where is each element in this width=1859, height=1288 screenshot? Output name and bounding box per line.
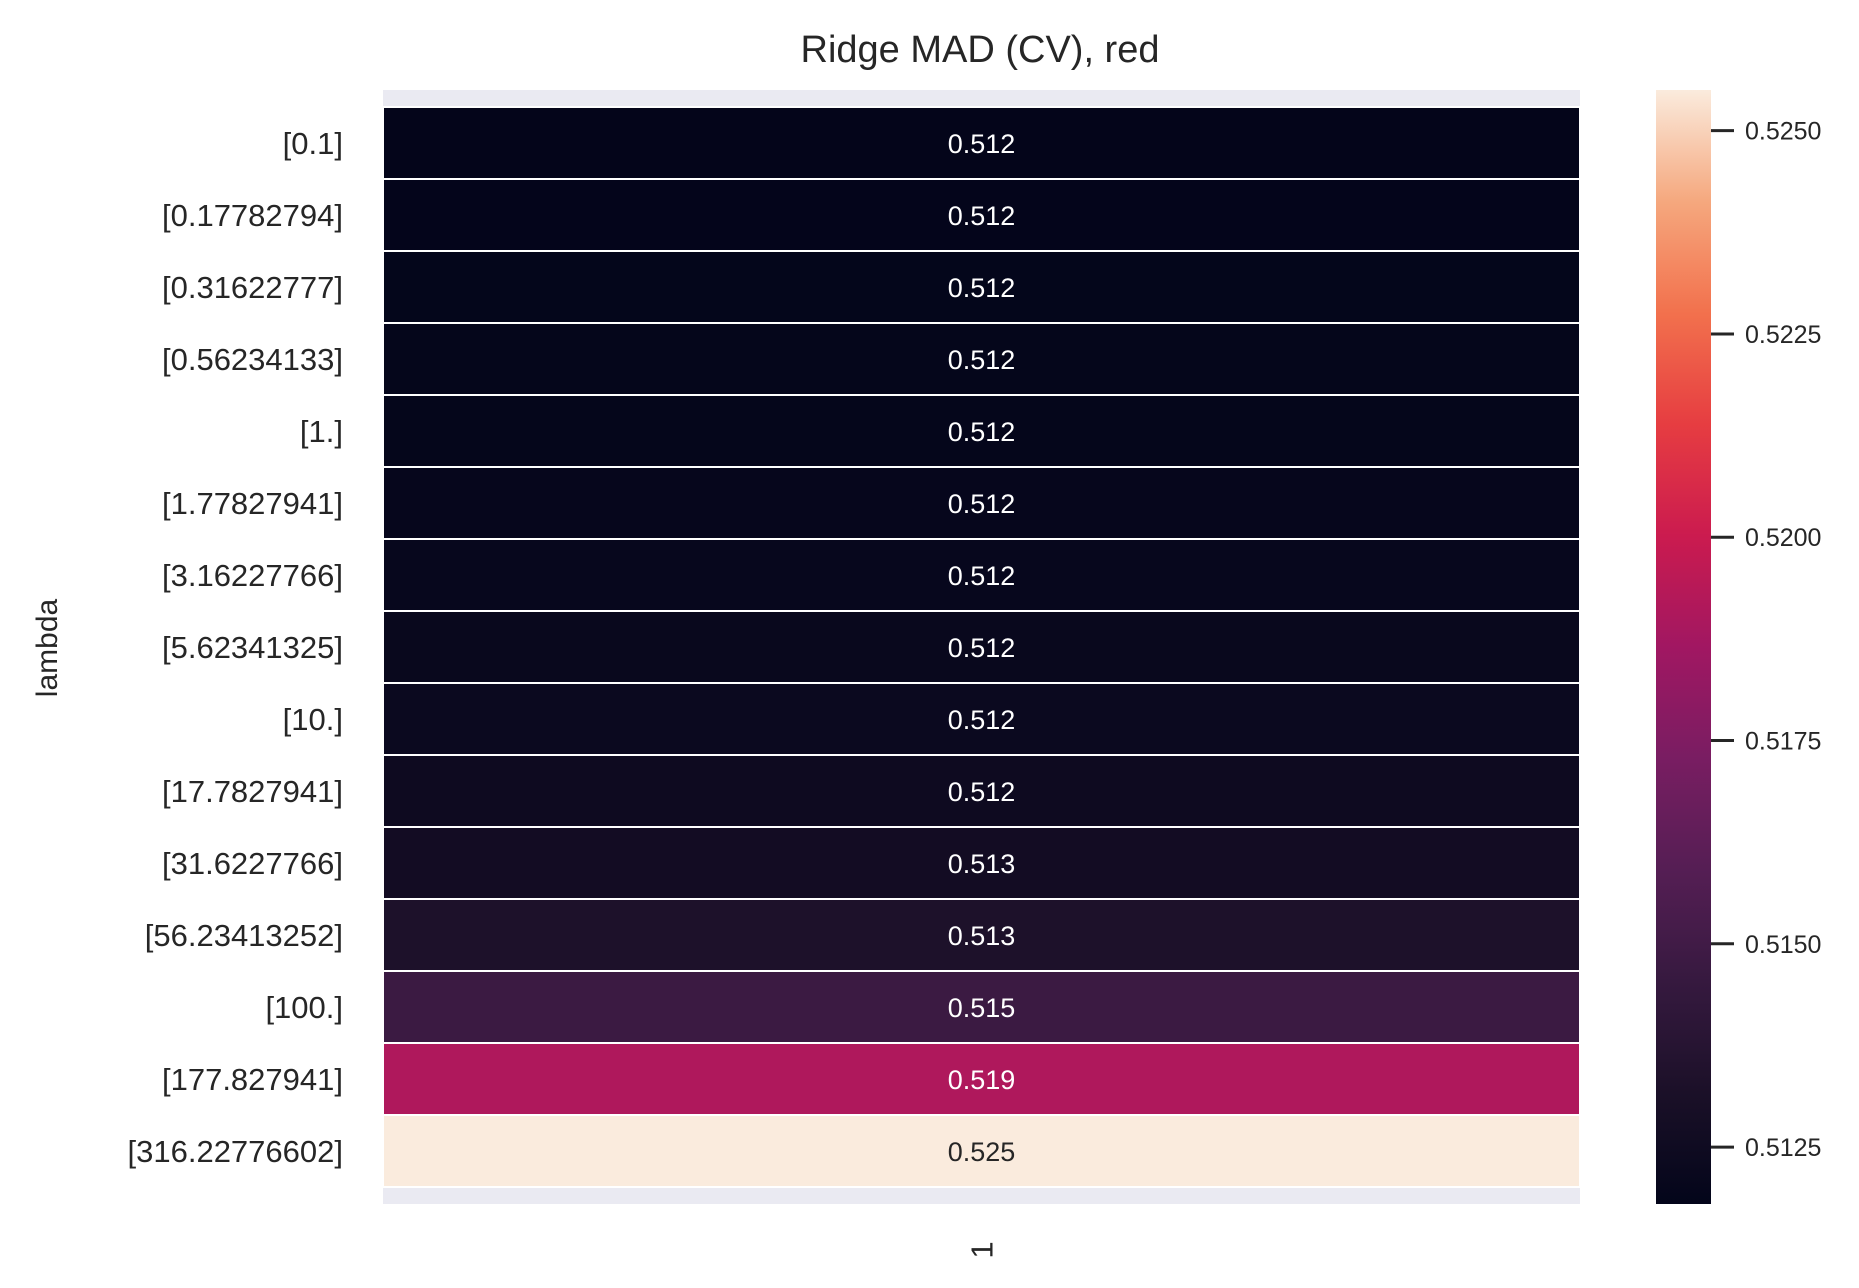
colorbar: 0.5125 0.5150 0.5175 0.5200 0.5225 0.5250 bbox=[1656, 90, 1821, 1204]
y-axis-label: lambda bbox=[31, 598, 64, 697]
colorbar-tick-label: 0.5225 bbox=[1745, 321, 1821, 349]
x-tick-labels: 1 bbox=[965, 1241, 1000, 1258]
y-tick-label: [316.22776602] bbox=[128, 1134, 344, 1169]
cell-value-label: 0.512 bbox=[948, 705, 1016, 735]
heatmap-cell bbox=[382, 178, 1581, 252]
heatmap-cell bbox=[382, 106, 1581, 180]
heatmap-cells: 0.512 0.512 0.512 0.512 0.512 0.512 0.512 0.512… bbox=[382, 106, 1581, 1188]
heatmap-cell bbox=[382, 1042, 1581, 1116]
heatmap-cell bbox=[382, 754, 1581, 828]
y-tick-label: [3.16227766] bbox=[162, 558, 343, 593]
y-tick-label: [0.1] bbox=[283, 126, 343, 161]
colorbar-tick-label: 0.5125 bbox=[1745, 1134, 1821, 1162]
cell-value-label: 0.525 bbox=[948, 1137, 1016, 1167]
y-tick-label: [1.] bbox=[300, 414, 343, 449]
y-tick-label: [56.23413252] bbox=[145, 918, 343, 953]
y-tick-label: [5.62341325] bbox=[162, 630, 343, 665]
cell-value-label: 0.519 bbox=[948, 1065, 1016, 1095]
cell-value-label: 0.512 bbox=[948, 129, 1016, 159]
y-tick-label: [10.] bbox=[283, 702, 343, 737]
chart-title: Ridge MAD (CV), red bbox=[801, 29, 1160, 71]
y-tick-label: [177.827941] bbox=[162, 1062, 343, 1097]
colorbar-tick-label: 0.5175 bbox=[1745, 728, 1821, 756]
heatmap-cell bbox=[382, 250, 1581, 324]
cell-value-label: 0.512 bbox=[948, 273, 1016, 303]
cell-value-label: 0.513 bbox=[948, 921, 1016, 951]
cell-value-label: 0.512 bbox=[948, 777, 1016, 807]
cell-value-label: 0.512 bbox=[948, 633, 1016, 663]
y-tick-label: [31.6227766] bbox=[162, 846, 343, 881]
y-tick-labels: [0.1] [0.17782794] [0.31622777] [0.56234133… bbox=[128, 126, 344, 1169]
y-tick-label: [100.] bbox=[265, 990, 343, 1025]
cell-value-label: 0.512 bbox=[948, 561, 1016, 591]
colorbar-tick-label: 0.5150 bbox=[1745, 931, 1821, 959]
cell-value-label: 0.512 bbox=[948, 417, 1016, 447]
y-tick-label: [17.7827941] bbox=[162, 774, 343, 809]
cell-value-label: 0.513 bbox=[948, 849, 1016, 879]
heatmap-cell bbox=[382, 682, 1581, 756]
heatmap-cell bbox=[382, 970, 1581, 1044]
y-tick-label: [0.17782794] bbox=[162, 198, 343, 233]
heatmap-cell bbox=[382, 610, 1581, 684]
y-tick-label: [0.31622777] bbox=[162, 270, 343, 305]
colorbar-gradient bbox=[1656, 90, 1711, 1204]
y-tick-label: [0.56234133] bbox=[162, 342, 343, 377]
x-tick-label: 1 bbox=[965, 1241, 1000, 1258]
cell-value-label: 0.512 bbox=[948, 489, 1016, 519]
heatmap-cell bbox=[382, 1114, 1581, 1188]
cell-value-label: 0.512 bbox=[948, 345, 1016, 375]
cell-value-label: 0.515 bbox=[948, 993, 1016, 1023]
heatmap-cell bbox=[382, 538, 1581, 612]
heatmap-cell bbox=[382, 898, 1581, 972]
colorbar-tick-label: 0.5200 bbox=[1745, 524, 1821, 552]
colorbar-tick-label: 0.5250 bbox=[1745, 118, 1821, 146]
cell-value-label: 0.512 bbox=[948, 201, 1016, 231]
y-tick-label: [1.77827941] bbox=[162, 486, 343, 521]
